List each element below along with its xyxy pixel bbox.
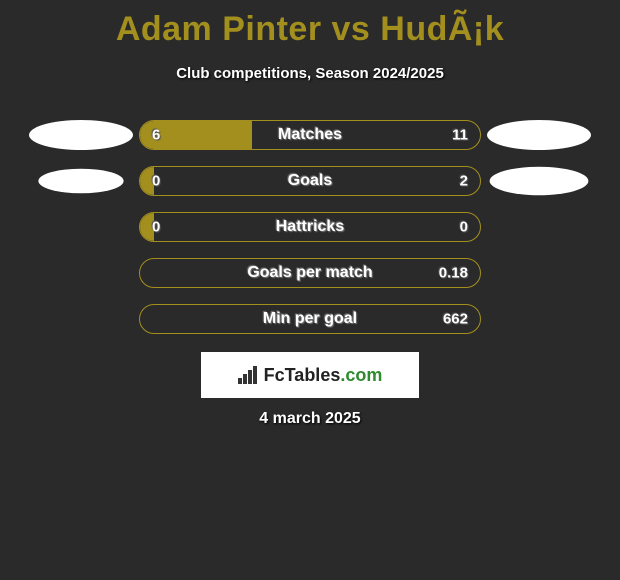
- date-text: 4 march 2025: [0, 410, 620, 428]
- left-ellipse: [29, 120, 133, 150]
- stat-value-right: 0: [460, 219, 468, 236]
- stat-label: Matches: [140, 126, 480, 144]
- left-ellipse: [38, 169, 123, 194]
- logo-text: FcTables.com: [264, 365, 383, 386]
- stats-container: 6Matches110Goals20Hattricks0Goals per ma…: [0, 120, 620, 350]
- stat-label: Min per goal: [140, 310, 480, 328]
- stat-row: 0Goals2: [0, 166, 620, 196]
- stat-label: Goals per match: [140, 264, 480, 282]
- stat-value-right: 11: [452, 127, 468, 144]
- right-ellipse: [487, 120, 591, 150]
- logo-text-dot: .com: [340, 365, 382, 385]
- stat-row: Min per goal662: [0, 304, 620, 334]
- fctables-logo: FcTables.com: [201, 352, 419, 398]
- stat-bar: 0Goals2: [139, 166, 481, 196]
- subtitle: Club competitions, Season 2024/2025: [0, 65, 620, 82]
- logo-bars-icon: [238, 366, 258, 384]
- stat-row: Goals per match0.18: [0, 258, 620, 288]
- stat-value-right: 2: [460, 173, 468, 190]
- stat-value-right: 0.18: [439, 265, 468, 282]
- stat-row: 0Hattricks0: [0, 212, 620, 242]
- stat-value-right: 662: [443, 311, 468, 328]
- stat-label: Hattricks: [140, 218, 480, 236]
- logo-text-main: FcTables: [264, 365, 341, 385]
- stat-bar: Goals per match0.18: [139, 258, 481, 288]
- page-title: Adam Pinter vs HudÃ¡k: [0, 0, 620, 49]
- stat-bar: 0Hattricks0: [139, 212, 481, 242]
- stat-bar: 6Matches11: [139, 120, 481, 150]
- stat-row: 6Matches11: [0, 120, 620, 150]
- stat-bar: Min per goal662: [139, 304, 481, 334]
- stat-label: Goals: [140, 172, 480, 190]
- right-ellipse: [490, 167, 589, 196]
